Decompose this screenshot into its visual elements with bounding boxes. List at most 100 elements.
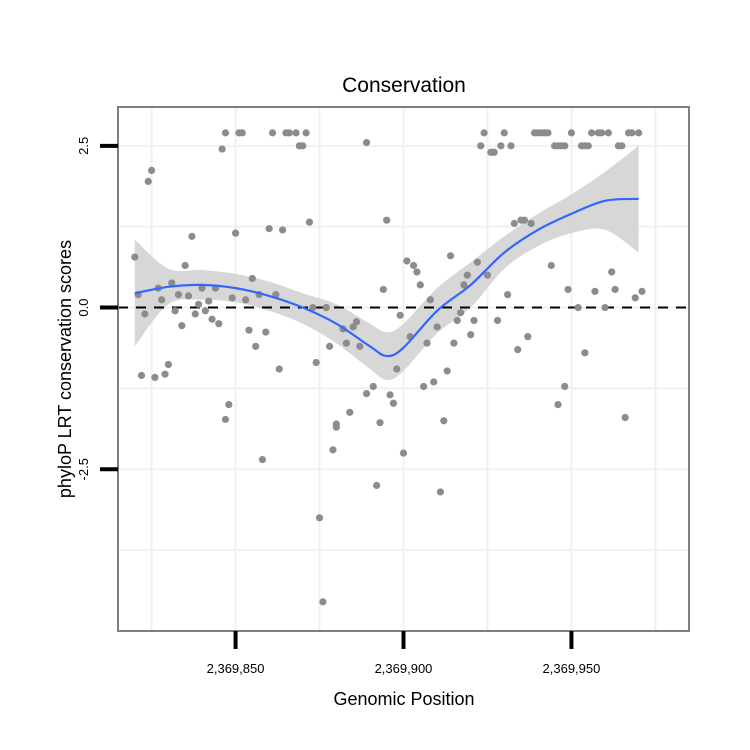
data-point xyxy=(574,303,582,312)
data-point xyxy=(581,349,589,357)
chart-title: Conservation xyxy=(342,74,466,97)
data-point xyxy=(611,285,619,294)
data-point xyxy=(389,399,398,407)
data-point xyxy=(188,232,196,240)
data-point xyxy=(561,142,569,150)
data-point xyxy=(262,328,270,336)
data-point xyxy=(493,316,502,325)
data-point xyxy=(292,129,300,137)
data-point xyxy=(379,285,387,294)
data-point xyxy=(171,307,179,315)
data-point xyxy=(631,294,639,302)
data-point xyxy=(349,323,357,331)
data-point xyxy=(473,258,481,266)
data-point xyxy=(299,142,307,150)
y-axis-ticks: -2.5 0.0 2.5 xyxy=(76,137,118,480)
data-point xyxy=(608,268,616,276)
data-points-layer xyxy=(131,129,646,606)
data-point xyxy=(467,331,475,339)
data-point xyxy=(205,297,213,305)
data-point xyxy=(409,261,418,270)
data-point xyxy=(584,142,592,150)
data-point xyxy=(480,129,488,137)
data-point xyxy=(225,400,233,409)
data-point xyxy=(413,268,421,276)
data-point xyxy=(201,307,209,315)
confidence-band xyxy=(134,145,639,381)
data-point xyxy=(228,294,236,302)
x-tick-label: 2,369,900 xyxy=(375,661,433,676)
data-point xyxy=(376,419,384,427)
data-point xyxy=(463,271,471,279)
data-point xyxy=(504,291,512,299)
data-point xyxy=(161,370,169,378)
x-axis-title: Genomic Position xyxy=(333,689,474,709)
data-point xyxy=(248,274,256,283)
data-point xyxy=(258,455,267,464)
data-point xyxy=(278,226,287,234)
data-point xyxy=(601,303,609,312)
data-point xyxy=(403,257,411,265)
data-point xyxy=(221,415,230,424)
data-point xyxy=(520,216,529,224)
data-point xyxy=(598,129,606,137)
data-point xyxy=(342,339,350,347)
data-point xyxy=(591,287,599,295)
data-point xyxy=(309,303,317,312)
data-point xyxy=(500,129,508,137)
data-point xyxy=(329,446,337,454)
data-point xyxy=(242,296,250,304)
x-axis-ticks: 2,369,850 2,369,900 2,369,950 xyxy=(207,631,600,676)
data-point xyxy=(497,142,505,150)
data-point xyxy=(326,342,334,350)
data-point xyxy=(322,303,330,312)
data-point xyxy=(302,129,310,137)
data-point xyxy=(362,389,371,398)
data-point xyxy=(416,281,424,289)
data-point xyxy=(393,365,401,373)
data-point xyxy=(514,345,522,354)
data-point xyxy=(490,148,498,156)
data-point xyxy=(231,229,240,237)
data-point xyxy=(423,339,431,347)
data-point xyxy=(346,408,354,416)
data-point xyxy=(245,326,253,334)
data-point xyxy=(268,129,277,137)
data-point xyxy=(131,253,139,261)
y-tick-label: 2.5 xyxy=(76,137,91,155)
data-point xyxy=(218,145,226,153)
data-point xyxy=(470,316,478,325)
data-point xyxy=(369,382,377,391)
data-point xyxy=(352,318,361,326)
data-point xyxy=(373,481,381,490)
data-point xyxy=(221,129,230,137)
data-point xyxy=(137,371,146,380)
smooth-curve-layer xyxy=(134,197,639,358)
data-point xyxy=(547,261,555,270)
data-point xyxy=(638,287,646,295)
data-point xyxy=(305,218,314,226)
data-point xyxy=(312,358,320,367)
data-point xyxy=(483,271,492,279)
data-point xyxy=(604,129,612,137)
data-point xyxy=(383,216,391,224)
data-point xyxy=(554,400,562,409)
y-axis-title: phyloP LRT conservation scores xyxy=(55,240,75,498)
data-point xyxy=(628,129,636,137)
data-point xyxy=(184,292,193,300)
data-point xyxy=(332,420,340,428)
data-point xyxy=(168,279,176,287)
data-point xyxy=(265,225,273,233)
data-point xyxy=(460,281,468,289)
data-point xyxy=(621,413,629,422)
data-point xyxy=(198,284,206,292)
data-point xyxy=(450,339,458,347)
data-point xyxy=(524,333,532,341)
y-tick-label: 0.0 xyxy=(76,299,91,317)
data-point xyxy=(195,300,203,308)
data-point xyxy=(544,129,552,137)
data-point xyxy=(319,598,327,606)
data-point xyxy=(430,378,438,386)
data-point xyxy=(436,488,445,496)
data-point xyxy=(527,219,535,228)
